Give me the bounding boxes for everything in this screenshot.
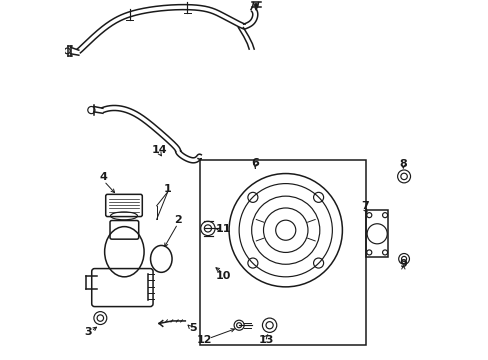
Text: 10: 10 bbox=[215, 271, 230, 281]
Text: 9: 9 bbox=[399, 259, 407, 269]
Text: 1: 1 bbox=[163, 184, 171, 194]
Text: 7: 7 bbox=[360, 201, 368, 211]
Text: 12: 12 bbox=[196, 334, 212, 345]
Text: 11: 11 bbox=[215, 225, 230, 234]
Bar bbox=[366, 211, 387, 257]
Text: 6: 6 bbox=[251, 158, 259, 168]
Circle shape bbox=[254, 3, 257, 7]
Text: 5: 5 bbox=[189, 323, 197, 333]
Text: 2: 2 bbox=[174, 215, 182, 225]
Text: 4: 4 bbox=[100, 172, 108, 182]
Text: 14: 14 bbox=[151, 144, 166, 154]
Text: 8: 8 bbox=[399, 159, 407, 169]
Text: 13: 13 bbox=[258, 334, 273, 345]
Bar bbox=[199, 160, 366, 345]
Text: 3: 3 bbox=[84, 327, 92, 337]
